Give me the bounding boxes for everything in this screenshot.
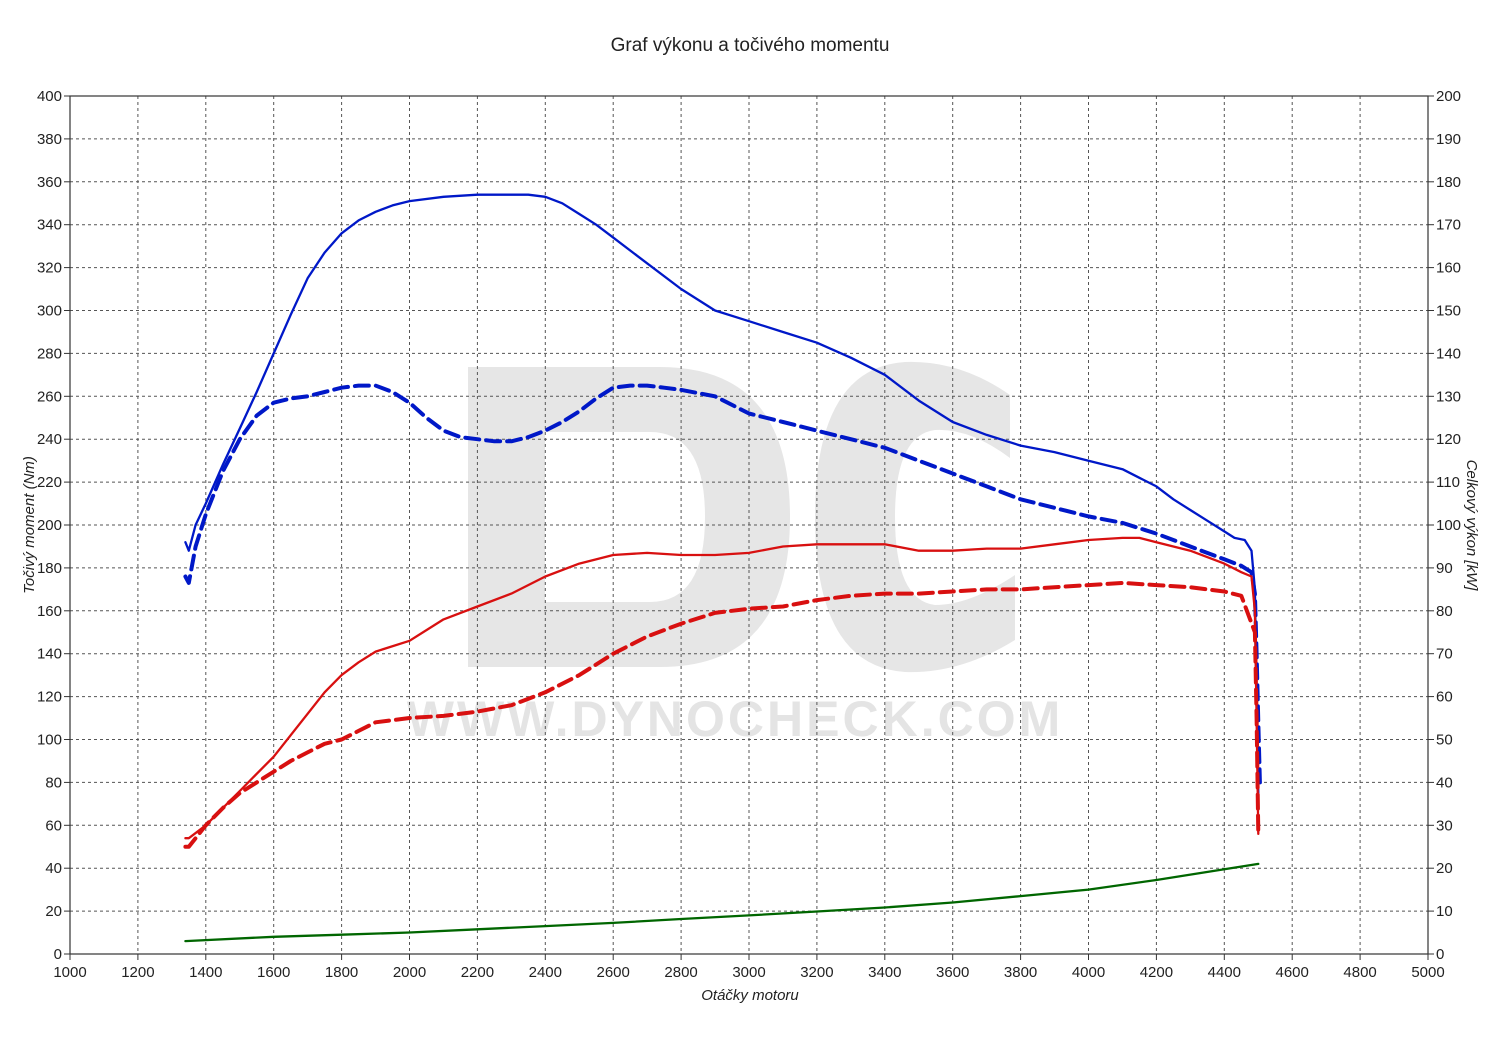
y-tick-label-left: 80	[45, 774, 62, 791]
y-tick-label-left: 0	[54, 946, 62, 963]
x-tick-label: 2000	[393, 964, 426, 981]
y-tick-label-right: 50	[1436, 732, 1453, 749]
y-tick-label-right: 20	[1436, 860, 1453, 877]
y-tick-label-left: 340	[37, 217, 62, 234]
y-tick-label-left: 360	[37, 174, 62, 191]
y-tick-label-left: 60	[45, 817, 62, 834]
y-tick-label-right: 140	[1436, 345, 1461, 362]
y-tick-label-left: 260	[37, 388, 62, 405]
x-tick-label: 2600	[597, 964, 630, 981]
x-tick-label: 3200	[800, 964, 833, 981]
y-tick-label-right: 10	[1436, 903, 1453, 920]
y-axis-label-left: Točivý moment (Nm)	[21, 456, 38, 594]
x-tick-label: 3000	[732, 964, 765, 981]
y-tick-label-left: 220	[37, 474, 62, 491]
y-tick-label-left: 180	[37, 560, 62, 577]
y-tick-label-right: 200	[1436, 88, 1461, 105]
y-tick-label-right: 130	[1436, 388, 1461, 405]
y-tick-label-left: 20	[45, 903, 62, 920]
y-tick-label-left: 280	[37, 345, 62, 362]
x-tick-label: 3400	[868, 964, 901, 981]
series-line-3	[183, 580, 1261, 849]
y-tick-label-left: 200	[37, 517, 62, 534]
series-line-1	[183, 383, 1262, 785]
series-line-4	[184, 862, 1260, 943]
axes: 1000 1200 1400 1600 1800 2000 2200 2400 2600 2800…	[37, 88, 1461, 981]
watermark-text: WWW.DYNOCHECK.COM	[407, 691, 1064, 747]
x-tick-label: 1800	[325, 964, 358, 981]
y-tick-label-left: 380	[37, 131, 62, 148]
y-tick-label-right: 180	[1436, 174, 1461, 191]
x-tick-label: 1200	[121, 964, 154, 981]
y-tick-label-right: 70	[1436, 646, 1453, 663]
chart-title: Graf výkonu a točivého momentu	[611, 35, 890, 56]
series-group	[183, 193, 1262, 943]
y-tick-label-left: 120	[37, 689, 62, 706]
y-tick-label-right: 90	[1436, 560, 1453, 577]
y-tick-label-right: 170	[1436, 217, 1461, 234]
y-tick-label-left: 40	[45, 860, 62, 877]
x-tick-label: 1400	[189, 964, 222, 981]
y-axis-label-right: Celkový výkon [kW]	[1463, 460, 1480, 592]
y-tick-label-left: 400	[37, 88, 62, 105]
y-tick-label-right: 120	[1436, 431, 1461, 448]
x-tick-label: 3600	[936, 964, 969, 981]
y-tick-label-right: 190	[1436, 131, 1461, 148]
y-tick-label-right: 80	[1436, 603, 1453, 620]
series-line-2	[184, 536, 1260, 840]
x-tick-label: 4200	[1140, 964, 1173, 981]
y-tick-label-left: 160	[37, 603, 62, 620]
x-tick-label: 3800	[1004, 964, 1037, 981]
x-axis-label: Otáčky motoru	[701, 987, 799, 1004]
y-tick-label-right: 110	[1436, 474, 1460, 491]
y-tick-label-left: 140	[37, 646, 62, 663]
x-tick-label: 2200	[461, 964, 494, 981]
x-tick-label: 4800	[1343, 964, 1376, 981]
y-tick-label-left: 300	[37, 303, 62, 320]
y-tick-label-left: 320	[37, 260, 62, 277]
y-tick-label-right: 30	[1436, 817, 1453, 834]
y-tick-label-right: 160	[1436, 260, 1461, 277]
y-tick-label-right: 100	[1436, 517, 1461, 534]
x-tick-label: 5000	[1411, 964, 1444, 981]
y-tick-label-right: 0	[1436, 946, 1444, 963]
grid-lines	[69, 95, 1429, 955]
x-tick-label: 1000	[53, 964, 86, 981]
x-tick-label: 4000	[1072, 964, 1105, 981]
x-tick-label: 4400	[1208, 964, 1241, 981]
plot-frame	[69, 95, 1429, 955]
y-tick-label-right: 60	[1436, 689, 1453, 706]
x-tick-label: 1600	[257, 964, 290, 981]
x-tick-label: 2400	[529, 964, 562, 981]
y-tick-label-left: 100	[37, 732, 62, 749]
x-tick-label: 4600	[1276, 964, 1309, 981]
y-tick-label-right: 150	[1436, 303, 1461, 320]
x-tick-label: 2800	[664, 964, 697, 981]
y-tick-label-right: 40	[1436, 774, 1453, 791]
y-tick-label-left: 240	[37, 431, 62, 448]
series-line-0	[184, 193, 1260, 795]
